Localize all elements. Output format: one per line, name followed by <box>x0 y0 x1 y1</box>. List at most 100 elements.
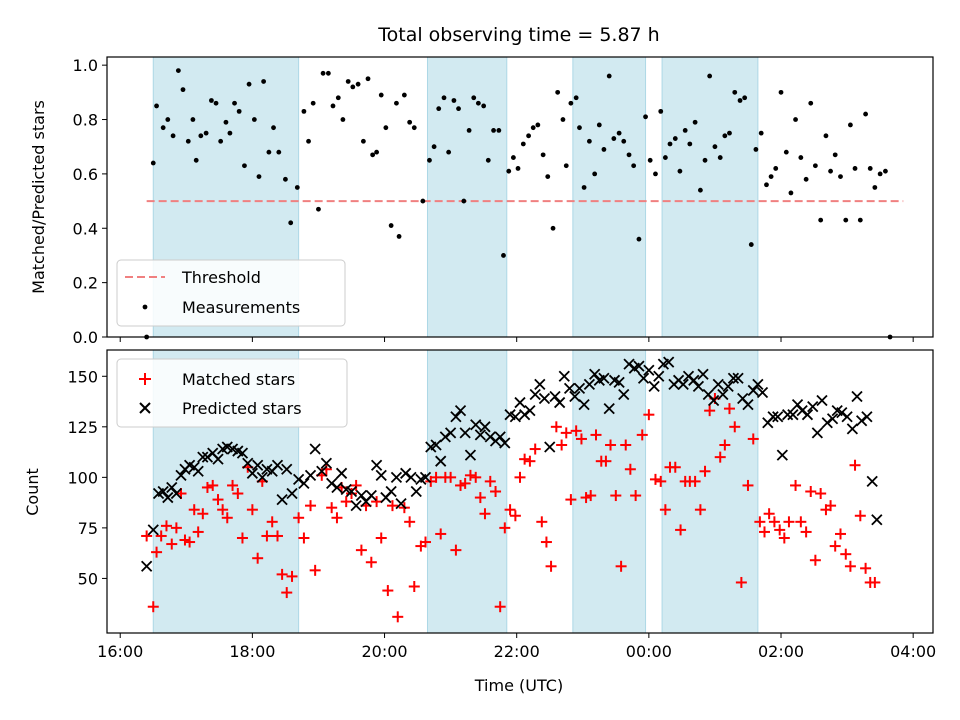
matched-star-point <box>470 471 482 483</box>
measurement-point <box>330 103 336 109</box>
top-y-tick-label: 1.0 <box>73 56 98 75</box>
top-y-tick-label: 0.4 <box>73 219 98 238</box>
predicted-star-point <box>613 376 625 388</box>
matched-star-point <box>620 439 632 451</box>
measurement-point <box>451 98 457 103</box>
measurement-point <box>180 87 186 93</box>
measurement-point <box>848 122 853 128</box>
legend-predicted-label: Predicted stars <box>182 399 302 418</box>
predicted-star-point <box>271 459 284 471</box>
measurement-point <box>611 136 617 141</box>
top-x-ticks <box>119 337 914 342</box>
predicted-star-point <box>598 372 610 384</box>
matched-star-point <box>217 504 229 516</box>
top-y-tick-label: 0.8 <box>73 111 98 130</box>
bottom-y-tick-label: 75 <box>78 519 98 538</box>
matched-star-point <box>763 508 775 520</box>
predicted-star-point <box>494 431 506 443</box>
measurement-point <box>209 98 214 103</box>
predicted-star-point <box>727 372 740 384</box>
predicted-star-point <box>677 378 689 391</box>
predicted-star-point <box>286 487 298 500</box>
matched-star-point <box>371 496 383 508</box>
measurement-point <box>160 125 166 131</box>
matched-star-point <box>450 544 462 556</box>
predicted-star-point <box>643 364 655 376</box>
matched-star-point <box>556 439 568 451</box>
measurement-point <box>232 100 237 106</box>
matched-star-point <box>212 494 224 506</box>
matched-star-point <box>484 475 496 487</box>
measurement-point <box>461 198 467 204</box>
measurement-point <box>793 117 798 122</box>
predicted-star-point <box>637 372 650 384</box>
matched-star-point <box>365 556 377 568</box>
matched-star-point <box>747 433 759 445</box>
predicted-star-point <box>801 409 814 421</box>
measurement-point <box>545 174 551 180</box>
matched-star-point <box>404 516 416 528</box>
matched-star-point <box>509 510 521 522</box>
measurement-point <box>378 92 384 98</box>
measurement-point <box>374 149 380 155</box>
matched-star-point <box>293 512 305 524</box>
matched-star-point <box>860 562 872 574</box>
matched-star-point <box>723 403 735 415</box>
matched-star-point <box>350 479 362 491</box>
matched-star-point <box>236 532 248 544</box>
matched-star-point <box>694 504 706 516</box>
measurement-point <box>828 168 833 174</box>
predicted-star-point <box>573 382 586 395</box>
predicted-star-point <box>692 380 705 393</box>
measurement-point <box>456 106 461 112</box>
matched-star-point <box>610 490 622 502</box>
predicted-star-point <box>435 455 447 467</box>
predicted-star-point <box>170 487 183 500</box>
matched-star-point <box>494 601 506 613</box>
predicted-star-point <box>141 560 153 572</box>
top-shaded-interval <box>661 56 759 338</box>
legend-measurements-swatch <box>142 304 148 310</box>
measurement-point <box>288 220 294 226</box>
measurement-point <box>555 89 561 95</box>
matched-star-point <box>630 490 642 502</box>
predicted-star-point <box>707 394 720 407</box>
measurement-point <box>601 147 607 152</box>
measurement-point <box>383 125 389 131</box>
legend-matched-swatch <box>139 373 151 385</box>
measurement-point <box>251 117 257 122</box>
predicted-star-point <box>742 398 754 411</box>
x-tick-label: 02:00 <box>758 642 804 661</box>
matched-star-point <box>643 409 655 421</box>
predicted-star-point <box>791 398 804 411</box>
matched-star-point <box>624 463 636 475</box>
bottom-y-tick-label: 100 <box>67 468 98 487</box>
measurement-point <box>446 149 452 155</box>
measurement-point <box>863 111 868 117</box>
predicted-star-point <box>871 514 883 526</box>
predicted-star-point <box>509 411 522 423</box>
predicted-star-point <box>355 489 368 502</box>
measurement-point <box>427 157 432 163</box>
predicted-star-point <box>345 485 358 498</box>
measurement-point <box>266 149 272 155</box>
matched-star-point <box>675 524 687 536</box>
measurement-point <box>712 144 718 150</box>
predicted-star-point <box>663 356 675 368</box>
ratio-panel: 0.0 0.2 0.4 0.6 0.8 1.0 Matched/Predicted sta… <box>29 56 934 347</box>
matched-star-point <box>529 443 541 455</box>
predicted-star-point <box>648 380 660 393</box>
top-shaded-interval <box>572 56 647 338</box>
matched-star-point <box>326 502 338 514</box>
matched-star-point <box>184 536 196 548</box>
predicted-star-point <box>276 493 288 506</box>
predicted-star-point <box>430 439 442 451</box>
matched-star-point <box>474 492 486 504</box>
x-tick-label: 04:00 <box>890 642 936 661</box>
predicted-star-point <box>538 392 551 405</box>
measurement-point <box>843 217 849 223</box>
matched-star-point <box>435 528 447 540</box>
measurement-point <box>506 168 512 174</box>
matched-star-point <box>490 486 502 497</box>
measurement-point <box>276 149 282 155</box>
